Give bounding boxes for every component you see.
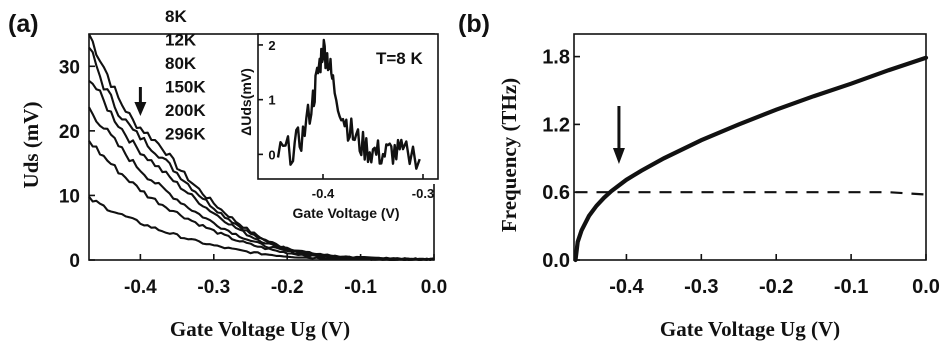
y-tick-label: 1.2 xyxy=(542,114,570,136)
legend-entry: 8K xyxy=(165,7,187,26)
y-tick-label: 20 xyxy=(59,122,80,143)
panel-b-y-label: Frequency (THz) xyxy=(497,78,521,232)
panel-b-chart: 0.0 0.6 1.2 1.8 -0.4 -0.3 -0.2 -0.1 0.0 Gate Vo… xyxy=(497,33,940,341)
inset-frame xyxy=(257,33,439,180)
x-tick-label: -0.2 xyxy=(271,277,304,298)
y-tick-label: 0.6 xyxy=(542,182,570,204)
x-tick-label: -0.2 xyxy=(759,276,793,298)
arrow-head xyxy=(612,148,625,164)
panel-a-curves xyxy=(88,33,435,262)
y-tick-label: 0.0 xyxy=(542,250,570,272)
panel-b-y-ticks: 0.0 0.6 1.2 1.8 xyxy=(542,47,580,272)
inset-x-tick-label: -0.3 xyxy=(412,186,434,201)
inset-series-line xyxy=(276,38,421,170)
x-tick-label: 0.0 xyxy=(421,277,447,298)
x-tick-label: -0.1 xyxy=(834,276,868,298)
inset-temperature-label: T=8 K xyxy=(376,49,423,68)
inset-y-label: ΔUds(mV) xyxy=(238,68,254,136)
inset-x-label: Gate Voltage (V) xyxy=(292,205,399,221)
threshold-dashed-line xyxy=(575,191,927,196)
panel-b-frame xyxy=(573,33,927,261)
x-tick-label: -0.1 xyxy=(344,277,377,298)
arrow-head xyxy=(134,102,147,116)
x-tick-label: -0.3 xyxy=(197,277,230,298)
inset-x-ticks: -0.4 -0.3 xyxy=(312,174,434,201)
panel-b-curves xyxy=(573,55,929,263)
panel-a-y-label: Uds (mV) xyxy=(19,102,43,189)
panel-b-x-ticks: -0.4 -0.3 -0.2 -0.1 0.0 xyxy=(609,254,940,298)
inset-y-tick-label: 1 xyxy=(268,93,275,108)
x-tick-label: -0.3 xyxy=(684,276,718,298)
panel-a-arrow xyxy=(134,87,147,116)
panel-a-x-ticks: -0.4 -0.3 -0.2 -0.1 0.0 xyxy=(124,254,447,298)
x-tick-label: -0.4 xyxy=(609,276,644,298)
inset-y-ticks: 0 1 2 xyxy=(258,38,276,162)
legend-entry: 296K xyxy=(165,125,206,144)
panel-a-y-ticks: 0 10 20 30 xyxy=(59,57,95,272)
inset-y-tick-label: 2 xyxy=(268,38,275,53)
y-tick-label: 30 xyxy=(59,57,80,78)
legend-entry: 12K xyxy=(165,31,197,50)
x-tick-label: 0.0 xyxy=(912,276,940,298)
inset-x-tick-label: -0.4 xyxy=(312,186,335,201)
panel-b-arrow xyxy=(612,106,625,164)
inset-y-tick-label: 0 xyxy=(268,147,275,162)
panel-a-inset: 0 1 2 -0.4 -0.3 T=8 K Gate Voltage (V) ΔUds… xyxy=(238,33,439,221)
panel-a-legend: 8K 12K 80K 150K 200K 296K xyxy=(165,7,206,144)
panel-a-x-label: Gate Voltage Ug (V) xyxy=(170,317,350,341)
frequency-curve xyxy=(573,55,929,263)
panel-b-label: (b) xyxy=(458,10,490,38)
panel-a-label: (a) xyxy=(8,10,39,38)
panel-b-x-label: Gate Voltage Ug (V) xyxy=(660,317,840,341)
x-tick-label: -0.4 xyxy=(124,277,157,298)
legend-entry: 80K xyxy=(165,54,197,73)
inset-curve xyxy=(276,38,421,170)
legend-entry: 200K xyxy=(165,101,206,120)
y-tick-label: 1.8 xyxy=(542,47,570,69)
y-tick-label: 0 xyxy=(69,251,80,272)
y-tick-label: 10 xyxy=(59,186,80,207)
legend-entry: 150K xyxy=(165,78,206,97)
series-line-296K xyxy=(88,195,435,262)
